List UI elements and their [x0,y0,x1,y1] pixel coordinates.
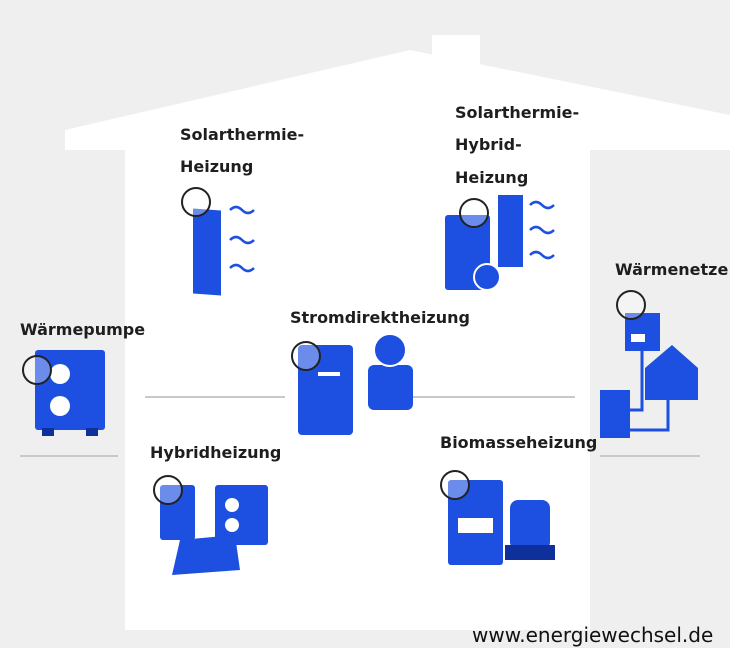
node-label: Heizung [180,157,253,176]
node-label: Solarthermie- [455,103,579,122]
footer-url: www.energiewechsel.de [472,623,713,647]
node-label: Wärmenetze [615,260,728,279]
node-label: Stromdirektheizung [290,308,470,327]
node-label: Hybridheizung [150,443,281,462]
diagram: Solarthermie- Heizung Solarthermie- Hybr… [0,0,730,648]
node-label: Biomasseheizung [440,433,597,452]
node-label: Solarthermie- [180,125,304,144]
node-label: Wärmepumpe [20,320,145,339]
node-label: Heizung [455,168,528,187]
node-label: Hybrid- [455,135,522,154]
